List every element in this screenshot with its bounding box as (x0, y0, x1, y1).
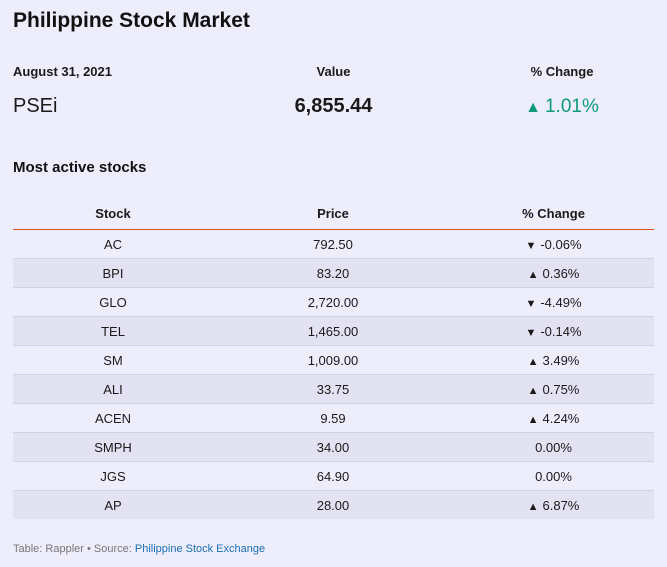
stock-price: 2,720.00 (213, 287, 453, 317)
table-row: ALI 33.75 ▲ 0.75% (13, 374, 654, 404)
up-triangle-icon: ▲ (527, 413, 539, 426)
stock-symbol: JGS (13, 461, 213, 491)
table-row: JGS 64.90 0.00% (13, 461, 654, 491)
table-row: AC 792.50 ▼ -0.06% (13, 229, 654, 259)
stock-change-value: -0.14% (540, 323, 582, 339)
stock-price: 1,465.00 (213, 316, 453, 346)
up-triangle-icon: ▲ (527, 355, 539, 368)
stock-change-value: 0.00% (535, 468, 572, 484)
stock-symbol: ACEN (13, 403, 213, 433)
up-triangle-icon: ▲ (527, 384, 539, 397)
down-triangle-icon: ▼ (525, 239, 537, 252)
summary-change-header: % Change (530, 64, 594, 79)
summary-date: August 31, 2021 (13, 64, 112, 79)
stock-change-value: 6.87% (542, 497, 580, 513)
stock-change: ▼ -0.06% (453, 229, 654, 259)
up-triangle-icon: ▲ (525, 99, 541, 116)
stock-change: ▼ -0.14% (453, 316, 654, 346)
column-header-stock: Stock (13, 197, 213, 230)
stock-price: 1,009.00 (213, 345, 453, 375)
down-triangle-icon: ▼ (525, 297, 537, 310)
table-row: ACEN 9.59 ▲ 4.24% (13, 403, 654, 433)
stock-change: 0.00% (453, 461, 654, 491)
table-row: TEL 1,465.00 ▼ -0.14% (13, 316, 654, 346)
stock-change-value: 0.75% (542, 381, 580, 397)
stock-change: 0.00% (453, 432, 654, 462)
column-header-price: Price (213, 197, 453, 230)
stock-price: 83.20 (213, 258, 453, 288)
stock-price: 34.00 (213, 432, 453, 462)
stock-price: 792.50 (213, 229, 453, 259)
stock-symbol: SMPH (13, 432, 213, 462)
stock-price: 64.90 (213, 461, 453, 491)
table-row: SM 1,009.00 ▲ 3.49% (13, 345, 654, 375)
stock-price: 33.75 (213, 374, 453, 404)
up-triangle-icon: ▲ (527, 500, 539, 513)
stock-price: 28.00 (213, 490, 453, 519)
stock-change-value: 3.49% (542, 352, 580, 368)
stocks-table: Stock Price % Change AC 792.50 ▼ -0.06% BPI 8… (13, 197, 654, 519)
stock-symbol: AP (13, 490, 213, 519)
stock-symbol: GLO (13, 287, 213, 317)
stock-change: ▲ 0.36% (453, 258, 654, 288)
table-row: BPI 83.20 ▲ 0.36% (13, 258, 654, 288)
stock-change-value: 4.24% (542, 410, 580, 426)
stock-symbol: BPI (13, 258, 213, 288)
stock-symbol: TEL (13, 316, 213, 346)
index-change-value: 1.01% (544, 96, 599, 117)
stock-change-value: -0.06% (540, 236, 582, 252)
stock-symbol: AC (13, 229, 213, 259)
stock-symbol: ALI (13, 374, 213, 404)
index-name: PSEi (13, 95, 58, 117)
index-value: 6,855.44 (294, 95, 373, 117)
footer-credit: Table: Rappler • Source: Philippine Stoc… (13, 543, 265, 555)
stock-symbol: SM (13, 345, 213, 375)
stock-change-value: -4.49% (540, 294, 582, 310)
column-header-change: % Change (453, 197, 654, 230)
footer-prefix: Table: Rappler • Source: (13, 543, 135, 555)
section-title: Most active stocks (13, 159, 147, 176)
stock-change-value: 0.00% (535, 439, 572, 455)
stock-change: ▼ -4.49% (453, 287, 654, 317)
down-triangle-icon: ▼ (525, 326, 537, 339)
stock-change-value: 0.36% (542, 265, 580, 281)
stock-change: ▲ 4.24% (453, 403, 654, 433)
table-row: GLO 2,720.00 ▼ -4.49% (13, 287, 654, 317)
stock-change: ▲ 6.87% (453, 490, 654, 519)
stock-change: ▲ 3.49% (453, 345, 654, 375)
index-change: ▲ 1.01% (512, 96, 612, 118)
stock-price: 9.59 (213, 403, 453, 433)
source-link[interactable]: Philippine Stock Exchange (134, 543, 266, 555)
table-header-row: Stock Price % Change (13, 197, 654, 230)
up-triangle-icon: ▲ (527, 268, 539, 281)
table-row: SMPH 34.00 0.00% (13, 432, 654, 462)
page-title: Philippine Stock Market (13, 9, 250, 32)
stock-change: ▲ 0.75% (453, 374, 654, 404)
table-row: AP 28.00 ▲ 6.87% (13, 490, 654, 519)
summary-value-header: Value (316, 64, 351, 79)
